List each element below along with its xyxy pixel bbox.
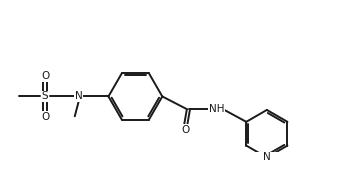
Text: NH: NH <box>209 104 224 114</box>
Text: O: O <box>181 125 189 135</box>
Text: N: N <box>75 91 83 101</box>
Text: O: O <box>41 112 49 122</box>
Text: S: S <box>42 91 48 101</box>
Text: O: O <box>41 71 49 81</box>
Text: N: N <box>263 152 271 162</box>
